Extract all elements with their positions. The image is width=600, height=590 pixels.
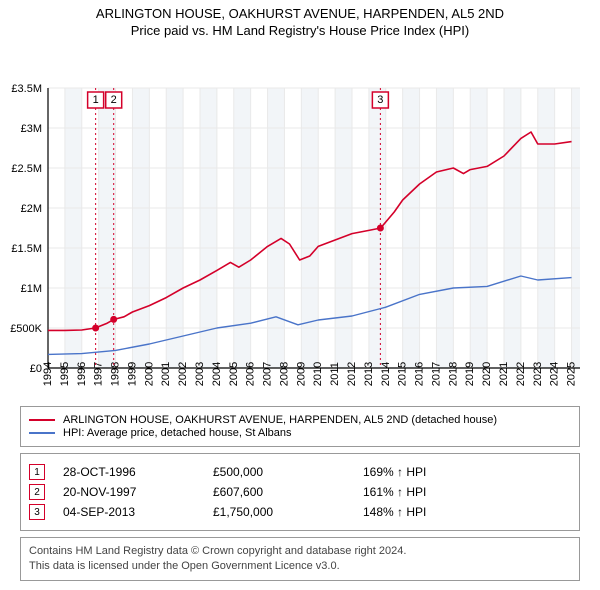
legend-item: ARLINGTON HOUSE, OAKHURST AVENUE, HARPEN… — [29, 414, 571, 426]
svg-text:£1.5M: £1.5M — [11, 243, 42, 255]
transaction-row: 2 20-NOV-1997£607,600161% ↑ HPI — [29, 484, 571, 500]
line-chart-svg: £0£500K£1M£1.5M£2M£2.5M£3M£3.5M199419951… — [0, 38, 600, 398]
transaction-price: £1,750,000 — [213, 505, 363, 519]
svg-text:2012: 2012 — [346, 362, 358, 386]
transaction-row: 1 28-OCT-1996£500,000169% ↑ HPI — [29, 464, 571, 480]
svg-text:2006: 2006 — [245, 362, 257, 386]
svg-text:2004: 2004 — [211, 362, 223, 386]
legend-box: ARLINGTON HOUSE, OAKHURST AVENUE, HARPEN… — [20, 406, 580, 447]
attribution-footer: Contains HM Land Registry data © Crown c… — [20, 537, 580, 581]
transaction-pct: 161% ↑ HPI — [363, 485, 571, 499]
svg-text:£1M: £1M — [21, 283, 42, 295]
footer-line2: This data is licensed under the Open Gov… — [29, 559, 571, 574]
svg-text:1995: 1995 — [59, 362, 71, 386]
transaction-pct: 148% ↑ HPI — [363, 505, 571, 519]
transaction-marker: 2 — [29, 484, 45, 500]
transaction-date: 28-OCT-1996 — [63, 465, 213, 479]
svg-text:2000: 2000 — [143, 362, 155, 386]
chart-title-line1: ARLINGTON HOUSE, OAKHURST AVENUE, HARPEN… — [0, 6, 600, 21]
svg-text:2017: 2017 — [430, 362, 442, 386]
svg-text:2005: 2005 — [228, 362, 240, 386]
footer-line1: Contains HM Land Registry data © Crown c… — [29, 544, 571, 559]
transaction-price: £500,000 — [213, 465, 363, 479]
legend-label: ARLINGTON HOUSE, OAKHURST AVENUE, HARPEN… — [63, 414, 497, 426]
svg-text:£2.5M: £2.5M — [11, 163, 42, 175]
svg-text:£500K: £500K — [10, 323, 42, 335]
svg-text:2020: 2020 — [481, 362, 493, 386]
svg-text:2001: 2001 — [160, 362, 172, 386]
svg-text:1998: 1998 — [110, 362, 122, 386]
transactions-table: 1 28-OCT-1996£500,000169% ↑ HPI 2 20-NOV-19… — [20, 453, 580, 531]
svg-text:£0: £0 — [30, 363, 42, 375]
svg-text:£3M: £3M — [21, 123, 42, 135]
svg-text:2014: 2014 — [380, 362, 392, 386]
svg-text:2021: 2021 — [498, 362, 510, 386]
svg-text:2002: 2002 — [177, 362, 189, 386]
svg-text:2015: 2015 — [397, 362, 409, 386]
svg-text:2011: 2011 — [329, 362, 341, 386]
transaction-marker: 3 — [29, 504, 45, 520]
svg-text:2010: 2010 — [312, 362, 324, 386]
transaction-marker: 1 — [29, 464, 45, 480]
svg-text:2025: 2025 — [566, 362, 578, 386]
legend-swatch — [29, 419, 55, 421]
legend-item: HPI: Average price, detached house, St A… — [29, 427, 571, 439]
svg-text:2009: 2009 — [295, 362, 307, 386]
svg-text:2007: 2007 — [262, 362, 274, 386]
svg-text:2: 2 — [111, 94, 117, 106]
svg-text:2022: 2022 — [515, 362, 527, 386]
transaction-date: 04-SEP-2013 — [63, 505, 213, 519]
svg-text:1999: 1999 — [126, 362, 138, 386]
svg-text:2016: 2016 — [414, 362, 426, 386]
svg-text:2023: 2023 — [532, 362, 544, 386]
chart-area: £0£500K£1M£1.5M£2M£2.5M£3M£3.5M199419951… — [0, 38, 600, 398]
svg-text:1996: 1996 — [76, 362, 88, 386]
legend-swatch — [29, 432, 55, 434]
svg-text:2019: 2019 — [464, 362, 476, 386]
legend-label: HPI: Average price, detached house, St A… — [63, 427, 292, 439]
svg-text:3: 3 — [377, 94, 383, 106]
transaction-pct: 169% ↑ HPI — [363, 465, 571, 479]
svg-text:1997: 1997 — [93, 362, 105, 386]
svg-text:2008: 2008 — [278, 362, 290, 386]
svg-text:£3.5M: £3.5M — [11, 83, 42, 95]
transaction-price: £607,600 — [213, 485, 363, 499]
svg-text:2003: 2003 — [194, 362, 206, 386]
svg-text:1: 1 — [93, 94, 99, 106]
transaction-row: 3 04-SEP-2013£1,750,000148% ↑ HPI — [29, 504, 571, 520]
svg-text:2024: 2024 — [549, 362, 561, 386]
svg-text:2018: 2018 — [447, 362, 459, 386]
chart-title-line2: Price paid vs. HM Land Registry's House … — [0, 23, 600, 38]
svg-text:2013: 2013 — [363, 362, 375, 386]
transaction-date: 20-NOV-1997 — [63, 485, 213, 499]
svg-text:£2M: £2M — [21, 203, 42, 215]
